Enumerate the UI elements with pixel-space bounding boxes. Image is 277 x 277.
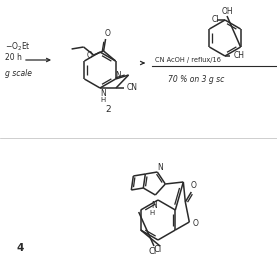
Text: OH: OH xyxy=(221,7,233,17)
Text: g scale: g scale xyxy=(5,68,32,78)
Text: CH: CH xyxy=(234,52,245,60)
Text: H: H xyxy=(100,97,106,103)
Text: O: O xyxy=(190,181,196,191)
Text: CN: CN xyxy=(127,83,137,91)
Text: O: O xyxy=(105,29,111,39)
Text: Cl: Cl xyxy=(149,247,157,255)
Text: N: N xyxy=(152,201,157,209)
Text: 20 h: 20 h xyxy=(5,53,22,63)
Text: O: O xyxy=(193,219,198,229)
Text: Cl: Cl xyxy=(211,16,219,24)
Text: N: N xyxy=(157,163,163,173)
Text: CN AcOH / reflux/16: CN AcOH / reflux/16 xyxy=(155,57,221,63)
Text: O: O xyxy=(87,52,93,60)
Text: Cl: Cl xyxy=(154,245,162,255)
Text: 4: 4 xyxy=(16,243,24,253)
Text: 2: 2 xyxy=(105,106,111,114)
Text: 70 % on 3 g sc: 70 % on 3 g sc xyxy=(168,76,224,84)
Text: N: N xyxy=(116,71,121,79)
Text: N: N xyxy=(100,88,106,98)
Text: H: H xyxy=(150,210,155,216)
Text: $\mathregular{-O_2Et}$: $\mathregular{-O_2Et}$ xyxy=(5,41,31,53)
